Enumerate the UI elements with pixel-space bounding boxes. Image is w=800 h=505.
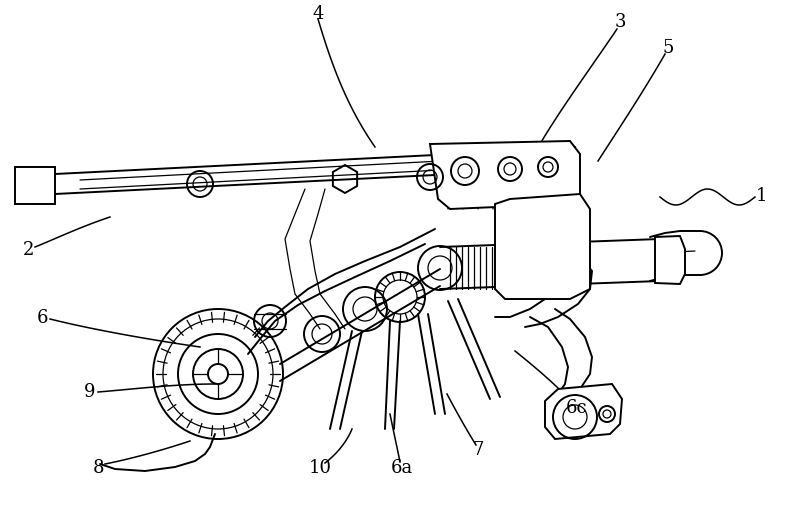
Text: 1: 1 [756, 187, 768, 205]
Text: 7: 7 [472, 440, 484, 458]
Polygon shape [15, 168, 55, 205]
Text: 6c: 6c [566, 398, 588, 416]
Polygon shape [545, 384, 622, 439]
Text: 9: 9 [84, 382, 96, 400]
Text: 8: 8 [92, 458, 104, 476]
Text: 2: 2 [22, 240, 34, 259]
Polygon shape [495, 194, 590, 299]
Circle shape [208, 364, 228, 384]
Text: 10: 10 [309, 458, 331, 476]
Polygon shape [655, 236, 685, 284]
Text: 6a: 6a [391, 458, 413, 476]
Text: 6: 6 [36, 309, 48, 326]
Polygon shape [430, 142, 580, 210]
Text: 3: 3 [614, 13, 626, 31]
Text: 4: 4 [312, 5, 324, 23]
Text: 5: 5 [662, 39, 674, 57]
